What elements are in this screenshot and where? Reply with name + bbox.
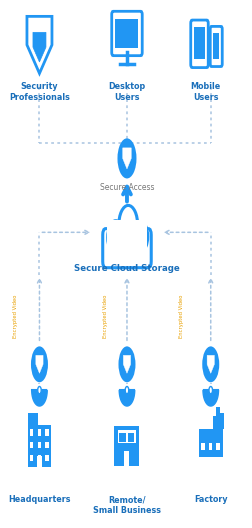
Polygon shape (207, 355, 214, 373)
FancyBboxPatch shape (103, 229, 151, 268)
Text: Factory: Factory (194, 495, 228, 504)
FancyBboxPatch shape (45, 429, 49, 436)
FancyBboxPatch shape (112, 11, 142, 55)
Polygon shape (119, 390, 135, 406)
Polygon shape (123, 355, 131, 373)
FancyBboxPatch shape (30, 429, 33, 436)
Circle shape (202, 346, 219, 382)
Text: Encrypted Video: Encrypted Video (103, 295, 108, 338)
FancyBboxPatch shape (27, 413, 38, 425)
FancyBboxPatch shape (45, 455, 49, 461)
FancyBboxPatch shape (119, 433, 126, 442)
FancyBboxPatch shape (213, 33, 219, 59)
FancyBboxPatch shape (38, 442, 41, 448)
FancyBboxPatch shape (45, 442, 49, 448)
FancyBboxPatch shape (118, 430, 136, 443)
FancyBboxPatch shape (210, 26, 222, 67)
Polygon shape (36, 355, 43, 373)
Polygon shape (32, 390, 47, 406)
Polygon shape (27, 16, 52, 73)
Text: Remote/
Small Business: Remote/ Small Business (93, 495, 161, 515)
Circle shape (117, 138, 137, 178)
FancyBboxPatch shape (216, 407, 220, 429)
Polygon shape (203, 390, 218, 406)
FancyBboxPatch shape (128, 433, 135, 442)
Text: Secure Cloud Storage: Secure Cloud Storage (74, 264, 180, 273)
Circle shape (119, 205, 138, 246)
Text: Security
Professionals: Security Professionals (9, 82, 70, 102)
Polygon shape (213, 416, 223, 429)
Text: Encrypted Video: Encrypted Video (13, 295, 18, 338)
FancyBboxPatch shape (209, 443, 212, 450)
FancyBboxPatch shape (194, 27, 205, 59)
Polygon shape (123, 148, 131, 169)
FancyBboxPatch shape (199, 429, 223, 464)
FancyBboxPatch shape (107, 220, 147, 260)
FancyBboxPatch shape (220, 413, 224, 429)
Circle shape (38, 386, 41, 394)
Text: Encrypted Video: Encrypted Video (179, 295, 184, 338)
FancyBboxPatch shape (30, 455, 33, 461)
FancyBboxPatch shape (115, 19, 139, 48)
Circle shape (209, 386, 212, 394)
FancyBboxPatch shape (201, 443, 205, 450)
FancyBboxPatch shape (191, 20, 208, 68)
Circle shape (134, 222, 148, 251)
Circle shape (31, 346, 48, 382)
Text: Mobile
Users: Mobile Users (191, 82, 221, 102)
Circle shape (125, 386, 129, 394)
Circle shape (108, 221, 124, 254)
FancyBboxPatch shape (199, 457, 223, 464)
FancyBboxPatch shape (30, 442, 33, 448)
Text: Secure Access: Secure Access (100, 183, 154, 192)
Text: Headquarters: Headquarters (8, 495, 71, 504)
Polygon shape (33, 32, 46, 62)
Text: Desktop
Users: Desktop Users (108, 82, 146, 102)
FancyBboxPatch shape (38, 455, 41, 461)
FancyBboxPatch shape (27, 425, 51, 467)
FancyBboxPatch shape (114, 427, 139, 466)
FancyBboxPatch shape (124, 451, 130, 466)
FancyBboxPatch shape (37, 456, 42, 467)
FancyBboxPatch shape (38, 429, 41, 436)
FancyBboxPatch shape (216, 443, 220, 450)
Circle shape (118, 346, 136, 382)
